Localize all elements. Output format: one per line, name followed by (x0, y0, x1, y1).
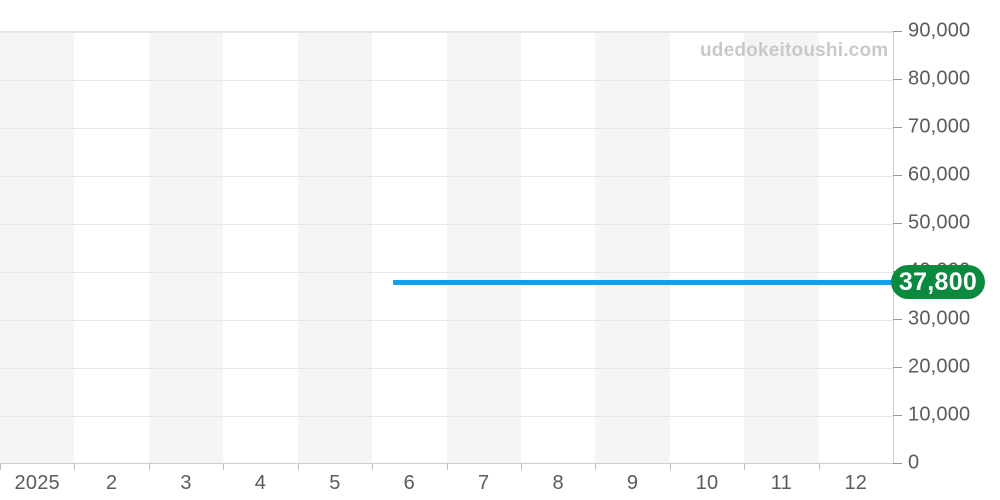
month-band (446, 32, 521, 463)
y-axis-tick (893, 319, 902, 320)
y-axis-label: 90,000 (908, 19, 971, 42)
y-axis-tick (893, 79, 902, 80)
gridline (0, 176, 893, 177)
x-axis-label: 12 (844, 472, 868, 494)
x-axis-tick (223, 463, 225, 470)
gridline (0, 416, 893, 417)
x-axis-label: 2025 (14, 472, 60, 494)
x-axis-tick (595, 463, 597, 470)
y-axis-label: 70,000 (908, 115, 971, 138)
y-axis-tick (893, 223, 902, 224)
month-band (0, 32, 75, 463)
x-axis-label: 10 (695, 472, 719, 494)
watermark-label: udedokeitoushi.com (700, 40, 889, 61)
y-axis-tick (893, 31, 902, 32)
x-axis-tick (297, 463, 299, 470)
month-band (148, 32, 224, 463)
x-axis-tick (669, 463, 671, 470)
y-axis-tick (893, 415, 902, 416)
plot-area (0, 31, 893, 463)
x-axis-label: 6 (403, 472, 415, 494)
y-axis-label: 80,000 (908, 67, 971, 90)
x-axis-label: 3 (180, 472, 192, 494)
x-axis-label: 4 (254, 472, 267, 494)
gridline (0, 32, 893, 33)
gridline (0, 320, 893, 321)
x-axis-label: 7 (478, 472, 490, 494)
x-axis-label: 9 (626, 472, 639, 494)
x-axis-label: 8 (552, 472, 564, 494)
y-axis-tick (893, 463, 902, 464)
x-axis-label: 5 (329, 472, 341, 494)
x-axis-tick (0, 463, 1, 470)
month-band (297, 32, 373, 463)
y-axis-label: 60,000 (908, 163, 971, 186)
x-axis-tick (744, 463, 746, 470)
x-axis-tick (372, 463, 374, 470)
gridline (0, 128, 893, 129)
x-axis-tick (446, 463, 448, 470)
y-axis-tick (893, 127, 902, 128)
y-axis-label: 0 (908, 451, 920, 474)
y-axis-tick (893, 367, 902, 368)
gridline (0, 272, 893, 273)
y-axis-label: 20,000 (908, 355, 971, 378)
y-axis-label: 30,000 (908, 307, 971, 330)
y-axis-label: 10,000 (908, 403, 971, 426)
x-axis-tick (148, 463, 150, 470)
x-axis-tick (818, 463, 820, 470)
y-axis-tick (893, 175, 902, 176)
gridline (0, 224, 893, 225)
x-axis-tick (74, 463, 76, 470)
gridline (0, 368, 893, 369)
y-axis-line (893, 31, 894, 464)
y-axis-label: 50,000 (908, 211, 971, 234)
gridline (0, 80, 893, 81)
series-line (392, 280, 893, 286)
x-axis-label: 2 (105, 472, 118, 494)
current-value-badge: 37,800 (891, 265, 985, 299)
month-band (744, 32, 819, 463)
month-band (595, 32, 670, 463)
x-axis-label: 11 (770, 472, 792, 494)
x-axis-tick (520, 463, 522, 470)
